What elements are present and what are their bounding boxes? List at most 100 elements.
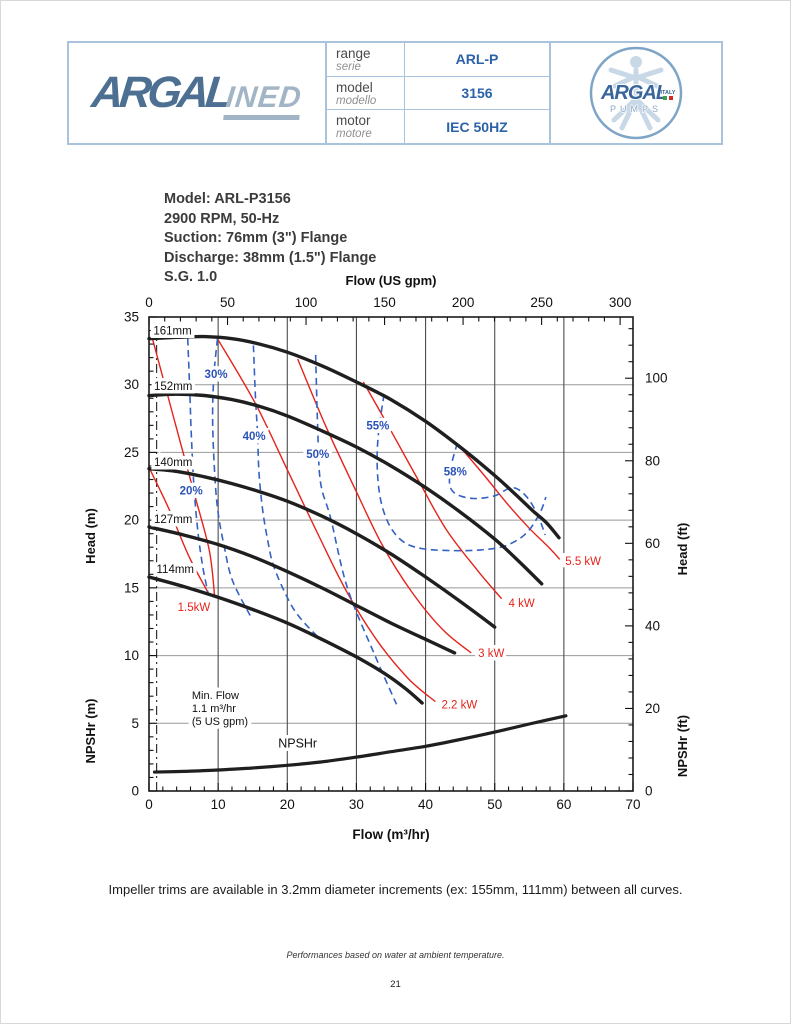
power-label-5.5kW: 5.5 kW	[565, 556, 601, 568]
impeller-curve-161mm	[147, 334, 561, 540]
x-bottom-tick-label: 20	[280, 797, 295, 812]
spec-value-model: 3156	[461, 85, 493, 101]
y-left-tick-label: 35	[124, 310, 139, 325]
axis-ticks	[148, 316, 634, 792]
x-bottom-tick-label: 70	[625, 797, 640, 812]
impeller-curve-152mm	[147, 392, 544, 586]
x-bottom-tick-label: 30	[349, 797, 364, 812]
spec-label: motor	[336, 113, 371, 129]
power-line-3kW	[297, 358, 472, 654]
page-number: 21	[390, 979, 401, 990]
power-line-5.5kW	[459, 446, 561, 560]
x-bottom-tick-label: 50	[487, 797, 502, 812]
power-label-4kW: 4 kW	[509, 598, 535, 610]
npshr-label: NPSHr	[278, 737, 317, 751]
pump-info-sg: S.G. 1.0	[164, 269, 218, 285]
efficiency-curve-20%	[186, 338, 209, 593]
spec-label: range	[336, 46, 371, 61]
x-top-tick-label: 0	[145, 295, 153, 310]
brand-wordmark: ARGALINED	[89, 68, 304, 120]
y-left-tick-label: 15	[124, 580, 139, 595]
y-left-tick-label: 25	[124, 445, 139, 460]
spec-value-range: ARL-P	[455, 51, 499, 68]
min-flow-note-line: Min. Flow	[192, 690, 239, 702]
chart-svg: 0 10 20 30 40 50 60 700 50 100 150 200 250 3000510152…	[83, 273, 690, 842]
y-left-tick-label: 10	[124, 648, 139, 663]
spec-table: range serie ARL-P model modello 3156 mot…	[325, 43, 551, 144]
x-bottom-tick-label: 40	[418, 797, 433, 812]
spec-label: model	[336, 79, 373, 95]
impeller-label-161mm: 161mm	[153, 326, 191, 338]
min-flow-note-line: (5 US gpm)	[192, 716, 248, 728]
efficiency-curve-40%	[252, 345, 323, 642]
x-top-tick-label: 300	[609, 295, 632, 310]
x-bottom-tick-label: 0	[145, 797, 153, 812]
impeller-label-114mm: 114mm	[157, 564, 195, 576]
axis-title-head-m: Head (m)	[83, 508, 98, 564]
efficiency-label-20%: 20%	[180, 485, 203, 497]
y-left-tick-label: 20	[124, 513, 139, 528]
spec-row-model: model modello 3156	[327, 76, 549, 111]
impeller-curve-114mm	[147, 575, 424, 705]
x-top-tick-label: 100	[295, 295, 318, 310]
y-right-tick-label: 60	[645, 536, 660, 551]
pump-info-suction: Suction: 76mm (3") Flange	[164, 230, 348, 246]
power-label-1.5kW: 1.5kW	[178, 602, 211, 614]
efficiency-label-50%: 50%	[306, 449, 329, 461]
impeller-label-127mm: 127mm	[154, 514, 192, 526]
performance-disclaimer: Performances based on water at ambient t…	[286, 950, 505, 960]
impeller-label-152mm: 152mm	[154, 381, 192, 393]
spec-sublabel: serie	[336, 61, 361, 73]
efficiency-label-40%: 40%	[243, 431, 266, 443]
spec-row-motor: motor motore IEC 50HZ	[327, 110, 549, 144]
pump-info-model: Model: ARL-P3156	[164, 191, 291, 207]
badge-country-text: ITALY	[661, 90, 676, 96]
spec-sublabel: modello	[336, 94, 377, 107]
y-left-tick-label: 30	[124, 377, 139, 392]
x-top-tick-label: 250	[530, 295, 553, 310]
min-flow-note-line: 1.1 m³/hr	[192, 703, 236, 715]
pump-info: Model: ARL-P3156 2900 RPM, 50-Hz Suction…	[164, 190, 376, 288]
plot-border	[148, 316, 634, 792]
pump-info-discharge: Discharge: 38mm (1.5") Flange	[164, 249, 377, 266]
y-right-tick-label: 40	[645, 618, 660, 633]
impeller-curve-127mm	[147, 525, 457, 655]
y-right-tick-label: 20	[645, 701, 660, 716]
spec-value-motor: IEC 50HZ	[446, 118, 508, 135]
impeller-curve-140mm	[147, 466, 497, 629]
badge-logo-icon: ARGAL ITALY PUMPS	[589, 46, 683, 140]
axis-title-npshr-m: NPSHr (m)	[83, 698, 98, 763]
npshr-curve	[152, 714, 568, 774]
header: ARGALINED range serie ARL-P model modell…	[67, 41, 723, 145]
impeller-trim-note: Impeller trims are available in 3.2mm di…	[108, 882, 683, 897]
axis-title-flow-gpm: Flow (US gpm)	[346, 273, 437, 288]
x-bottom-tick-label: 10	[211, 797, 226, 812]
power-label-3kW: 3 kW	[478, 648, 504, 660]
y-right-tick-label: 80	[645, 453, 660, 468]
power-lines	[148, 338, 561, 703]
spec-sublabel: motore	[336, 128, 372, 141]
argal-pumps-badge: ARGAL ITALY PUMPS	[551, 43, 721, 143]
argal-lined-logo: ARGALINED	[69, 43, 325, 143]
efficiency-label-55%: 55%	[366, 420, 389, 432]
power-line-1.5kW	[151, 338, 216, 598]
efficiency-label-30%: 30%	[205, 369, 228, 381]
pump-info-rpm: 2900 RPM, 50-Hz	[164, 210, 280, 227]
efficiency-label-58%: 58%	[444, 466, 467, 478]
y-left-tick-label: 5	[131, 716, 139, 731]
gridlines	[149, 317, 633, 791]
x-top-tick-label: 200	[452, 295, 475, 310]
power-label-2.2kW: 2.2 kW	[441, 699, 477, 711]
power-line-4kW	[362, 381, 503, 600]
efficiency-curve-55%	[376, 394, 547, 552]
impeller-curves	[147, 334, 568, 774]
spec-row-range: range serie ARL-P	[327, 43, 549, 77]
brand-name: ARGAL	[89, 68, 232, 117]
badge-brand-text: ARGAL	[600, 82, 668, 104]
x-top-tick-label: 50	[220, 295, 235, 310]
badge-word-text: PUMPS	[610, 104, 662, 114]
x-bottom-tick-label: 60	[556, 797, 571, 812]
italy-flag-red	[669, 96, 673, 100]
y-left-tick-label: 0	[131, 784, 139, 799]
